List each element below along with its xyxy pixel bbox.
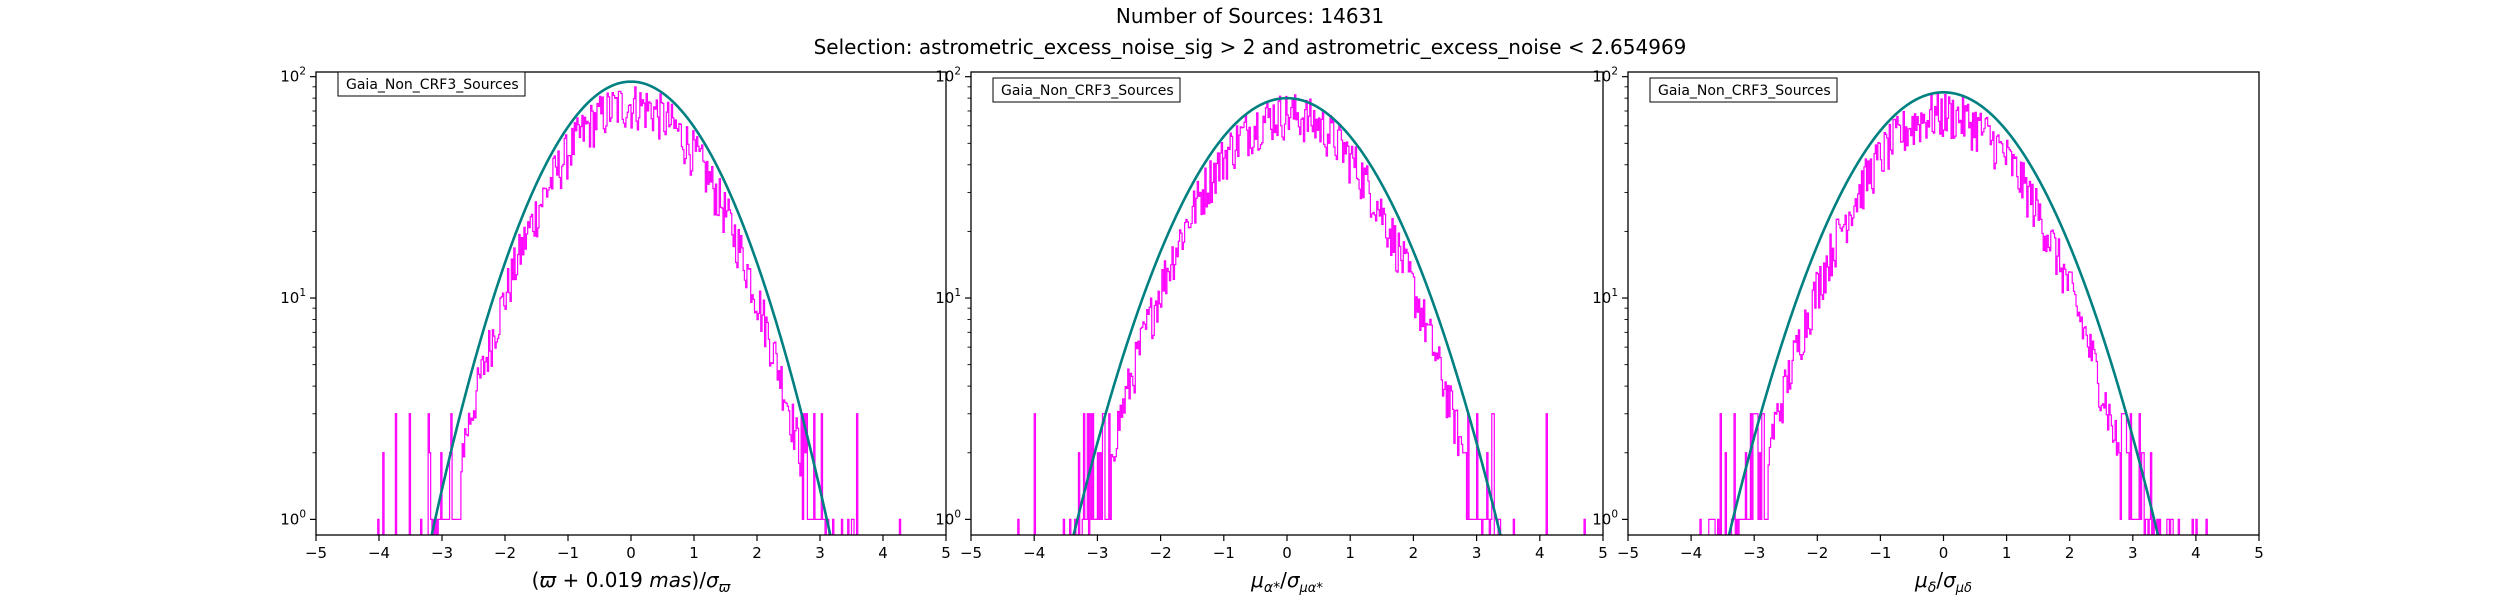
x-tick-label: 0 (626, 544, 636, 562)
x-tick-label: −1 (1869, 544, 1891, 562)
axes-frame (970, 71, 1604, 536)
x-tick-label: −5 (960, 544, 982, 562)
gaussian-fit-line (1072, 96, 1502, 535)
x-tick-label: −4 (1680, 544, 1702, 562)
legend-box (1649, 77, 1838, 103)
legend-label: Gaia_Non_CRF3_Sources (346, 77, 519, 93)
x-tick-label: 1 (1345, 544, 1355, 562)
x-tick-label: 2 (1409, 544, 1419, 562)
histogram-series (1017, 94, 1586, 535)
x-axis-label: μα*/σμα* (1250, 568, 1323, 596)
y-tick-label: 101 (935, 287, 961, 307)
panel-pmdec: −5 −4 −3 −2 −1 0 1 2 3 4 5 100 101 102 Gaia_Non_CRF3_S… (1592, 66, 2264, 596)
x-axis-label: μδ/σμδ (1914, 568, 1972, 596)
figure-title-count: Number of Sources: 14631 (1115, 4, 1385, 28)
x-tick-label: 5 (2254, 544, 2264, 562)
y-tick-label: 102 (280, 66, 306, 86)
x-tick-label: −4 (368, 544, 390, 562)
x-tick-label: 3 (815, 544, 825, 562)
gaussian-fit-line (430, 80, 832, 535)
x-tick-label: −3 (1743, 544, 1765, 562)
gaussian-fit-line (1727, 91, 2160, 535)
legend-box (992, 77, 1181, 103)
x-tick-label: 0 (1939, 544, 1949, 562)
y-tick-label: 100 (280, 508, 306, 528)
x-tick-label: 5 (1598, 544, 1608, 562)
panel-pmra: −5 −4 −3 −2 −1 0 1 2 3 4 5 100 101 102 Gaia_Non_CRF3_S… (935, 66, 1608, 596)
x-tick-label: 4 (878, 544, 888, 562)
x-tick-label: −2 (494, 544, 516, 562)
y-tick-label: 102 (1592, 66, 1618, 86)
x-tick-label: −2 (1806, 544, 1828, 562)
x-tick-label: −5 (305, 544, 327, 562)
x-tick-label: 1 (2002, 544, 2012, 562)
legend-box (337, 71, 526, 97)
y-tick-label: 101 (1592, 287, 1618, 307)
x-tick-label: 5 (941, 544, 951, 562)
axes-frame (1627, 71, 2260, 536)
x-tick-label: 0 (1282, 544, 1292, 562)
x-tick-label: −3 (1086, 544, 1108, 562)
x-tick-label: −3 (431, 544, 453, 562)
x-tick-label: −2 (1150, 544, 1172, 562)
x-tick-label: −1 (1213, 544, 1235, 562)
x-tick-label: 3 (2128, 544, 2138, 562)
x-tick-label: −5 (1617, 544, 1639, 562)
x-tick-label: 4 (2191, 544, 2201, 562)
y-tick-label: 100 (935, 508, 961, 528)
panel-parallax: −5 −4 −3 −2 −1 0 1 2 3 4 5 100 101 102 Gaia_Non_CRF3_S… (280, 66, 951, 596)
x-tick-label: 2 (2065, 544, 2075, 562)
x-tick-label: −4 (1023, 544, 1045, 562)
x-tick-label: 2 (752, 544, 762, 562)
histogram-series (1699, 92, 2208, 535)
y-tick-label: 101 (280, 287, 306, 307)
legend-label: Gaia_Non_CRF3_Sources (1658, 83, 1831, 99)
legend-label: Gaia_Non_CRF3_Sources (1001, 83, 1174, 99)
y-tick-label: 102 (935, 66, 961, 86)
figure-title-selection: Selection: astrometric_excess_noise_sig … (813, 35, 1687, 59)
y-tick-label: 100 (1592, 508, 1618, 528)
x-tick-label: 1 (689, 544, 699, 562)
x-tick-label: 3 (1472, 544, 1482, 562)
histogram-series (377, 86, 902, 535)
x-tick-label: −1 (557, 544, 579, 562)
x-axis-label: (ϖ + 0.019 mas)/σϖ (532, 568, 732, 596)
x-tick-label: 4 (1535, 544, 1545, 562)
